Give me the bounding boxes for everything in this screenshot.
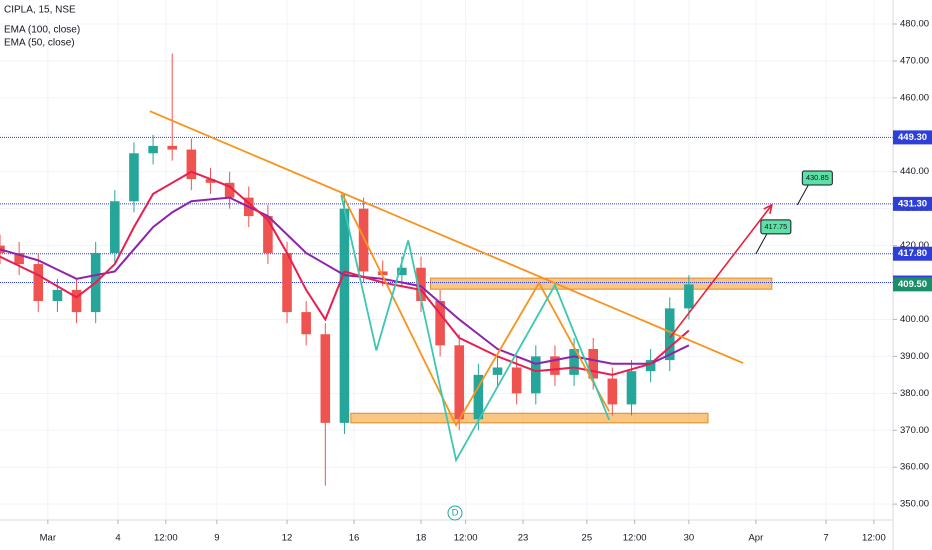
x-tick-label: 18 [416,533,427,544]
candle-body [454,345,465,420]
x-tick-label: Mar [40,533,56,544]
zigzag-pattern [340,194,610,463]
candle-body [607,378,618,405]
price-tag [893,196,932,211]
callout-box [760,219,792,235]
y-tick-label: 470.00 [900,55,929,66]
y-tick-label: 440.00 [900,166,929,177]
candle-body [71,289,82,313]
candle-body [531,356,541,394]
x-tick-label: 12:00 [862,533,886,544]
symbol-title: CIPLA, 15, NSE [4,5,76,16]
x-tick-label: 12:00 [623,533,647,544]
candle-body [339,208,350,423]
trendline [149,110,744,364]
x-tick-label: 16 [349,533,360,544]
legend-entry: EMA (50, close) [4,38,75,49]
candle-body [186,149,197,180]
x-tick-label: 23 [518,533,529,544]
y-tick-label: 400.00 [900,314,929,325]
y-tick-label: 350.00 [900,499,929,510]
candle-body [645,360,656,372]
y-tick-label: 460.00 [900,92,929,103]
x-tick-label: 4 [115,533,120,544]
y-tick-label: 370.00 [900,425,929,436]
candle-body [320,334,331,423]
zone [350,412,709,424]
candle-body [435,300,445,346]
candle-body [224,182,235,198]
candle-body [148,145,158,154]
y-tick-label: 390.00 [900,351,929,362]
callout-pointer [796,184,809,206]
y-tick-label: 480.00 [900,19,929,30]
candle-body [684,284,694,309]
x-tick-label: 12:00 [154,533,178,544]
y-tick-label: 420.00 [900,240,929,251]
callout-box [801,170,833,186]
candle-body [167,145,178,150]
callout-label: 417.75 [764,222,787,231]
x-tick-label: 12:00 [454,533,478,544]
candle-body [110,201,120,253]
price-tag-label: 409.50 [898,279,927,290]
candle-body [377,271,388,276]
price-tag [893,130,932,145]
candle-body [492,367,503,375]
candle-body [263,216,273,253]
candle-body [588,349,598,379]
candle-body [282,252,292,313]
projection-arrow [669,204,773,339]
legend-entry: EMA (100, close) [4,25,80,36]
candle-body [301,312,311,335]
price-tag-label: 449.30 [898,132,927,143]
candle-body [664,308,675,361]
ema-line [0,170,690,376]
candle-body [33,264,44,301]
zigzag-pattern [340,191,610,427]
candle-body [569,349,579,375]
y-tick-label: 380.00 [900,388,929,399]
x-tick-label: Apr [748,533,763,544]
candle-body [550,356,560,375]
callout-pointer [755,233,768,255]
x-tick-label: 9 [214,533,219,544]
event-marker-label: D [452,508,459,519]
x-tick-label: 12 [282,533,293,544]
event-marker [447,505,463,521]
candle-body [129,153,139,202]
candle-body [397,267,407,276]
price-tag [893,246,932,261]
x-tick-label: 7 [823,533,828,544]
candle-body [14,252,24,265]
price-tag-label: 431.30 [898,198,927,209]
zone [430,277,773,290]
x-tick-label: 25 [582,533,593,544]
candle-body [511,367,522,394]
candle-body [205,179,216,183]
candle-body [358,208,369,272]
candle-body [626,371,637,405]
candle-body [416,267,426,301]
y-tick-label: 360.00 [900,462,929,473]
candle-body [52,289,63,301]
callout-label: 430.85 [806,173,829,182]
ema-line [0,196,690,365]
arrow-head [763,203,773,214]
price-tag-label: 417.80 [898,248,927,259]
price-tag [893,277,932,292]
candle-body [473,374,484,420]
x-tick-label: 30 [684,533,695,544]
